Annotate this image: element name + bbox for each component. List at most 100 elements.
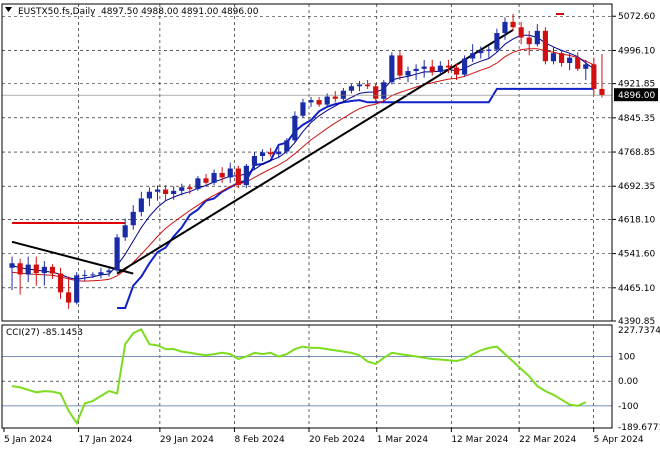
time-tick-label: 1 Mar 2024: [377, 435, 429, 445]
candle-body: [57, 273, 64, 293]
price-tick-label: 4921.85: [618, 80, 655, 90]
trendline: [11, 240, 134, 275]
candle-body: [308, 100, 314, 103]
ohlc-readout: 4897.50 4988.00 4891.00 4896.00: [101, 7, 259, 17]
cci-tick-label: 227.7374: [618, 326, 660, 336]
candle-body: [9, 263, 15, 268]
candle-body: [154, 189, 161, 192]
candle-body: [316, 100, 322, 105]
candle-body: [98, 272, 104, 275]
candle-body: [211, 172, 217, 183]
cci-line: [11, 328, 587, 426]
cci-tick-label: -189.6771: [618, 423, 660, 433]
candle-body: [470, 53, 476, 59]
candle-body: [25, 264, 31, 275]
price-tick-label: 4768.85: [618, 148, 655, 158]
candle-body: [49, 266, 56, 274]
time-tick-label: 22 Mar 2024: [519, 435, 576, 445]
candle-body: [453, 67, 460, 75]
candle-body: [567, 57, 573, 64]
candle-body: [284, 140, 290, 152]
slow-ma-line: [11, 48, 595, 282]
candle-body: [17, 263, 23, 275]
candle-body: [106, 270, 112, 273]
price-tick-label: 4541.60: [618, 250, 655, 260]
candle-body: [300, 102, 306, 116]
candle-body: [381, 82, 387, 99]
candle-body: [66, 292, 72, 303]
candle-body: [373, 86, 379, 99]
candle-body: [292, 115, 298, 141]
time-tick-label: 17 Jan 2024: [79, 435, 133, 445]
candle-body: [356, 84, 363, 87]
candle-body: [122, 225, 128, 238]
candle-body: [437, 65, 443, 72]
candle-body: [575, 57, 581, 69]
triangle-down-icon[interactable]: [5, 7, 12, 12]
time-tick-label: 8 Feb 2024: [234, 435, 285, 445]
candle-body: [461, 58, 468, 75]
candle-body: [219, 172, 225, 178]
price-tick-label: 4465.10: [618, 284, 655, 294]
time-tick-label: 20 Feb 2024: [309, 435, 365, 445]
candle-body: [33, 264, 39, 274]
price-pane-frame: [1, 3, 613, 322]
price-tick-label: 4390.85: [618, 317, 655, 327]
last-price-label: 4896.00: [618, 91, 655, 101]
candle-body: [41, 266, 47, 274]
candle-body: [130, 211, 136, 226]
trendline: [116, 29, 514, 275]
cci-tick-label: 100: [618, 353, 635, 363]
price-tick-label: 4845.35: [618, 114, 655, 124]
candle-body: [195, 178, 201, 190]
candle-body: [268, 152, 274, 155]
candle-body: [138, 198, 144, 212]
time-tick-label: 12 Mar 2024: [451, 435, 508, 445]
candle-body: [82, 274, 88, 276]
candle-body: [542, 30, 548, 62]
lower-channel-line: [117, 87, 594, 309]
cci-tick-label: -100: [618, 402, 639, 412]
candle-body: [526, 37, 532, 45]
candle-body: [518, 27, 524, 38]
candle-body: [365, 84, 371, 87]
candle-body: [445, 65, 452, 68]
cci-title: CCI(27) -85.1453: [6, 328, 83, 338]
candle-body: [510, 21, 516, 28]
candle-body: [340, 90, 346, 99]
candle-body: [332, 96, 338, 99]
cci-pane-frame: [1, 324, 613, 429]
price-tick-label: 5072.60: [618, 12, 655, 22]
cci-tick-label: 0.00: [618, 377, 638, 387]
candle-body: [251, 155, 258, 166]
candle-body: [550, 53, 557, 62]
candle-body: [486, 49, 492, 51]
candle-body: [114, 237, 120, 271]
candle-body: [259, 152, 266, 156]
price-tick-label: 4996.10: [618, 46, 655, 56]
candle-body: [162, 189, 169, 194]
candle-body: [179, 187, 185, 191]
price-tick-label: 4618.10: [618, 215, 655, 225]
candle-body: [405, 71, 411, 76]
candle-body: [591, 64, 597, 89]
candle-body: [583, 64, 589, 69]
candle-body: [324, 96, 330, 105]
candle-body: [397, 55, 403, 76]
fast-ma-line: [11, 34, 595, 280]
candle-body: [494, 33, 500, 50]
candle-body: [235, 168, 241, 186]
time-tick-label: 29 Jan 2024: [160, 435, 214, 445]
candle-body: [478, 50, 484, 54]
candle-body: [90, 274, 96, 276]
candle-body: [599, 88, 605, 96]
candle-body: [74, 275, 80, 303]
time-tick-label: 5 Apr 2024: [594, 435, 644, 445]
candle-body: [348, 86, 355, 91]
candle-body: [276, 151, 282, 155]
candle-body: [421, 66, 427, 69]
time-tick-label: 5 Jan 2024: [4, 435, 52, 445]
chart-symbol-title: EUSTX50.fs,Daily: [18, 7, 96, 17]
candle-body: [146, 191, 153, 199]
